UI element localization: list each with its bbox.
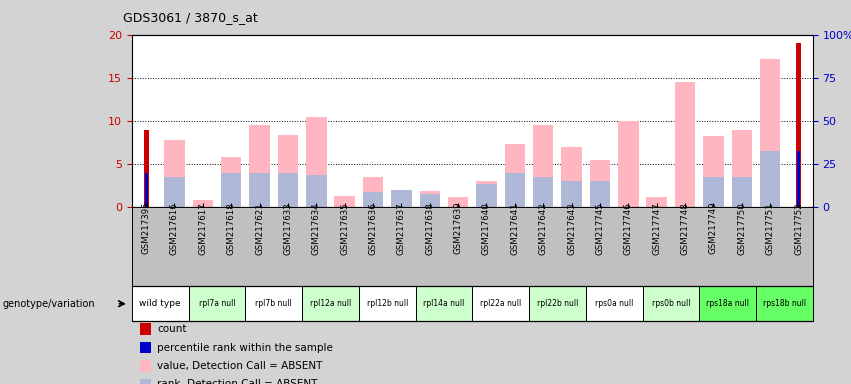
Text: wild type: wild type [140, 299, 181, 308]
Text: rps18a null: rps18a null [706, 299, 749, 308]
Text: count: count [157, 324, 187, 334]
Bar [420, 191, 440, 207]
Bar [533, 177, 553, 207]
Bar [363, 192, 383, 207]
Bar [249, 173, 270, 207]
Bar [618, 121, 638, 207]
Bar [306, 175, 327, 207]
Bar [562, 147, 582, 207]
Text: rpl7a null: rpl7a null [198, 299, 236, 308]
Bar [533, 125, 553, 207]
Bar [647, 197, 667, 207]
Bar [732, 177, 752, 207]
Bar [562, 182, 582, 207]
Bar [797, 151, 800, 207]
Bar [164, 140, 185, 207]
Bar [703, 136, 723, 207]
Bar [420, 194, 440, 207]
Bar [334, 196, 355, 207]
Bar [760, 59, 780, 207]
Bar [590, 160, 610, 207]
Bar [192, 200, 213, 207]
Text: GDS3061 / 3870_s_at: GDS3061 / 3870_s_at [123, 12, 258, 25]
Text: rpl14a null: rpl14a null [423, 299, 465, 308]
Bar [277, 135, 298, 207]
Bar [164, 177, 185, 207]
Text: rps18b null: rps18b null [762, 299, 806, 308]
Text: genotype/variation: genotype/variation [3, 299, 95, 309]
Text: rank, Detection Call = ABSENT: rank, Detection Call = ABSENT [157, 379, 317, 384]
Text: rpl7b null: rpl7b null [255, 299, 292, 308]
Bar [363, 177, 383, 207]
Bar [590, 182, 610, 207]
Bar [221, 157, 242, 207]
Bar [477, 184, 497, 207]
Bar [448, 197, 468, 207]
Bar [249, 125, 270, 207]
Bar [675, 82, 695, 207]
Bar [306, 117, 327, 207]
Bar [760, 151, 780, 207]
Bar [277, 173, 298, 207]
Bar [391, 192, 412, 207]
Text: rpl22b null: rpl22b null [537, 299, 578, 308]
Bar [703, 177, 723, 207]
Text: rps0a null: rps0a null [595, 299, 633, 308]
Text: percentile rank within the sample: percentile rank within the sample [157, 343, 334, 353]
Text: value, Detection Call = ABSENT: value, Detection Call = ABSENT [157, 361, 323, 371]
Bar [477, 180, 497, 207]
Text: rpl12a null: rpl12a null [310, 299, 351, 308]
Text: rpl22a null: rpl22a null [480, 299, 522, 308]
Bar [505, 144, 525, 207]
Bar [221, 173, 242, 207]
Bar [796, 43, 801, 207]
Bar [144, 130, 149, 207]
Bar [505, 173, 525, 207]
Text: rpl12b null: rpl12b null [367, 299, 408, 308]
Bar [391, 190, 412, 207]
Bar [145, 173, 147, 207]
Bar [732, 130, 752, 207]
Text: rps0b null: rps0b null [652, 299, 690, 308]
